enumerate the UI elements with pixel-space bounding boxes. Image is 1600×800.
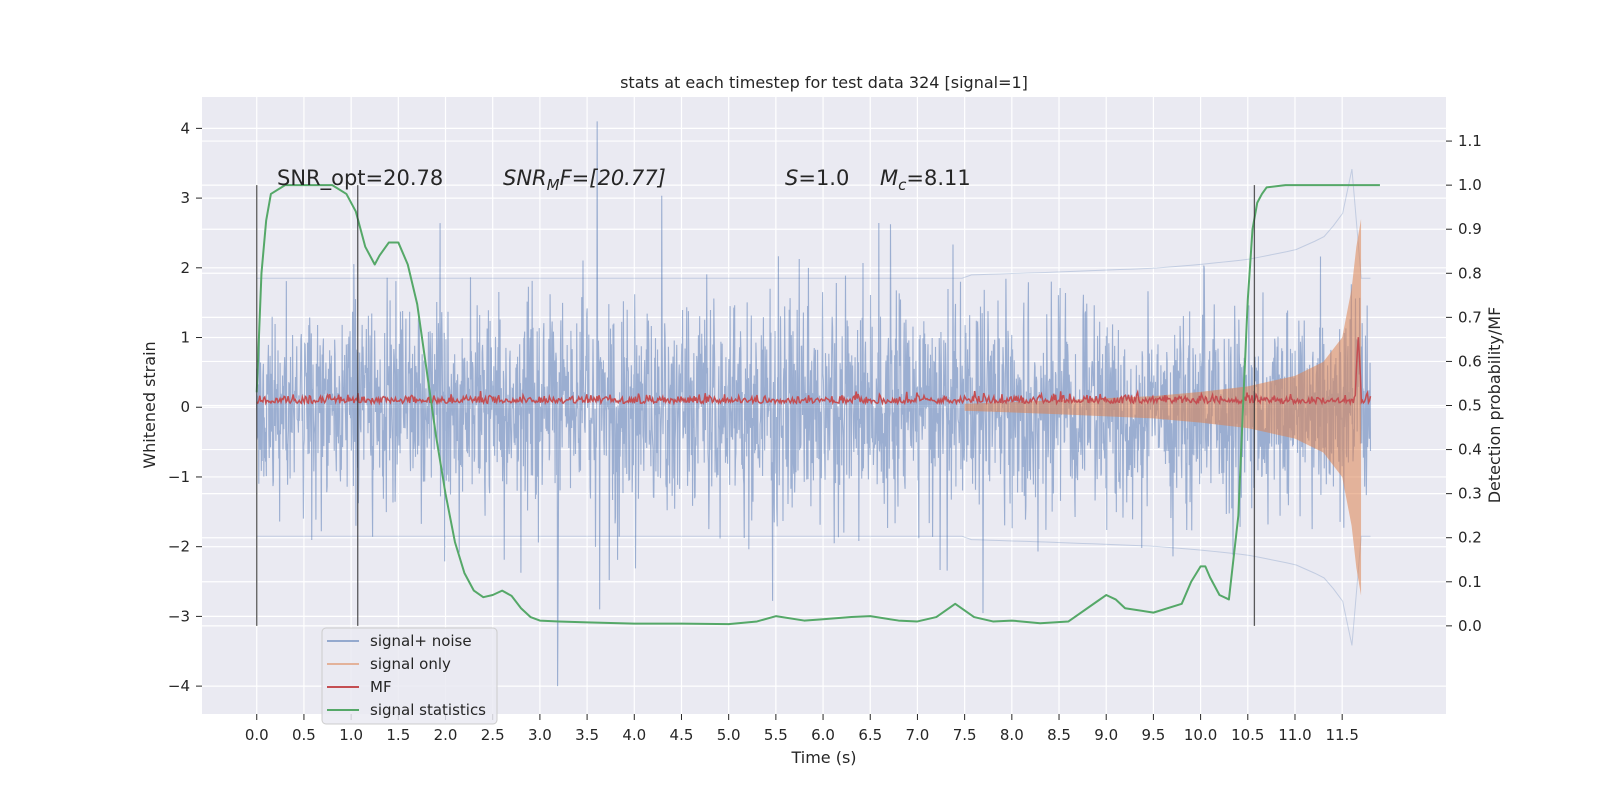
x-tick-label: 6.0 [811, 726, 835, 744]
y-tick-label-left: −1 [168, 468, 190, 486]
x-tick-label: 10.0 [1184, 726, 1217, 744]
y-tick-label-right: 1.0 [1458, 176, 1482, 194]
x-tick-label: 2.5 [481, 726, 505, 744]
snr-mf-value: F=[20.77] [560, 166, 666, 190]
y-tick-label-right: 0.6 [1458, 352, 1482, 370]
x-tick-label: 11.5 [1325, 726, 1358, 744]
y-tick-label-right: 0.4 [1458, 441, 1482, 459]
snr-opt-annotation: SNR_opt=20.78 [277, 166, 443, 191]
signal-noise-lower-envelope [256, 535, 1371, 646]
y-tick-label-left: 4 [180, 119, 190, 137]
x-tick-label: 10.5 [1231, 726, 1264, 744]
y-tick-label-left: 3 [180, 189, 190, 207]
y-tick-label-left: −3 [168, 607, 190, 625]
axes: 0.0 0.5 1.0 1.5 2.0 2.5 3.0 3.5 4.0 4.5 5.0 5.5 6.0 6… [168, 119, 1482, 744]
mc-subscript: c [898, 176, 907, 194]
grid [202, 97, 1446, 714]
y-tick-label-right: 0.3 [1458, 485, 1482, 503]
x-tick-label: 9.5 [1141, 726, 1165, 744]
x-tick-label: 4.0 [622, 726, 646, 744]
legend-label-signal-statistics: signal statistics [370, 701, 486, 719]
y-tick-label-right: 0.0 [1458, 617, 1482, 635]
x-tick-label: 4.5 [670, 726, 694, 744]
x-tick-label: 8.0 [1000, 726, 1024, 744]
y-tick-label-left: −4 [168, 677, 190, 695]
x-tick-label: 5.5 [764, 726, 788, 744]
mc-symbol: M [880, 166, 898, 190]
snr-mf-annotation: SNRMF=[20.77] [503, 166, 666, 194]
signal-only-area [964, 219, 1362, 596]
s-symbol: S [785, 166, 798, 190]
signal-noise-upper-envelope [256, 168, 1371, 279]
legend-label-mf: MF [370, 678, 392, 696]
y-tick-label-right: 0.7 [1458, 308, 1482, 326]
x-tick-label: 0.5 [292, 726, 316, 744]
x-tick-label: 3.0 [528, 726, 552, 744]
x-tick-label: 2.0 [434, 726, 458, 744]
y-tick-label-right: 0.1 [1458, 573, 1482, 591]
mc-value: =8.11 [906, 166, 970, 190]
x-tick-label: 0.0 [245, 726, 269, 744]
y-axis-label-left: Whitened strain [140, 341, 159, 468]
series-layer [255, 121, 1380, 687]
s-annotation: S=1.0 [785, 166, 849, 190]
x-tick-label: 1.0 [339, 726, 363, 744]
x-tick-label: 6.5 [858, 726, 882, 744]
legend-label-signal-only: signal only [370, 655, 451, 673]
y-tick-label-right: 0.9 [1458, 220, 1482, 238]
y-tick-label-right: 0.8 [1458, 264, 1482, 282]
x-tick-label: 7.0 [906, 726, 930, 744]
x-tick-label: 8.5 [1047, 726, 1071, 744]
snr-mf-subscript: M [547, 176, 560, 194]
y-tick-label-left: 0 [180, 398, 190, 416]
legend-label-signal-noise: signal+ noise [370, 632, 472, 650]
mf-line [256, 337, 1372, 406]
y-axis-label-right: Detection probability/MF [1485, 307, 1504, 504]
x-tick-label: 11.0 [1278, 726, 1311, 744]
x-tick-label: 5.0 [717, 726, 741, 744]
legend-box [321, 627, 498, 725]
chart-title: stats at each timestep for test data 324… [620, 73, 1028, 92]
y-tick-label-left: 1 [180, 329, 190, 347]
x-tick-label: 3.5 [575, 726, 599, 744]
y-tick-label-right: 0.5 [1458, 397, 1482, 415]
x-tick-label: 9.0 [1094, 726, 1118, 744]
y-tick-label-left: 2 [180, 259, 190, 277]
y-tick-label-left: −2 [168, 538, 190, 556]
x-tick-label: 1.5 [386, 726, 410, 744]
legend: signal+ noise signal only MF signal stat… [321, 627, 498, 725]
mc-annotation: Mc=8.11 [880, 166, 971, 194]
s-value: =1.0 [798, 166, 849, 190]
y-tick-label-right: 0.2 [1458, 529, 1482, 547]
signal-statistics-line [255, 184, 1380, 626]
x-axis-label: Time (s) [790, 748, 856, 767]
y-tick-label-right: 1.1 [1458, 132, 1482, 150]
snr-mf-symbol: SNR [503, 166, 547, 190]
x-tick-label: 7.5 [953, 726, 977, 744]
annotations: SNR_opt=20.78 SNRMF=[20.77] S=1.0 Mc=8.1… [277, 166, 971, 194]
